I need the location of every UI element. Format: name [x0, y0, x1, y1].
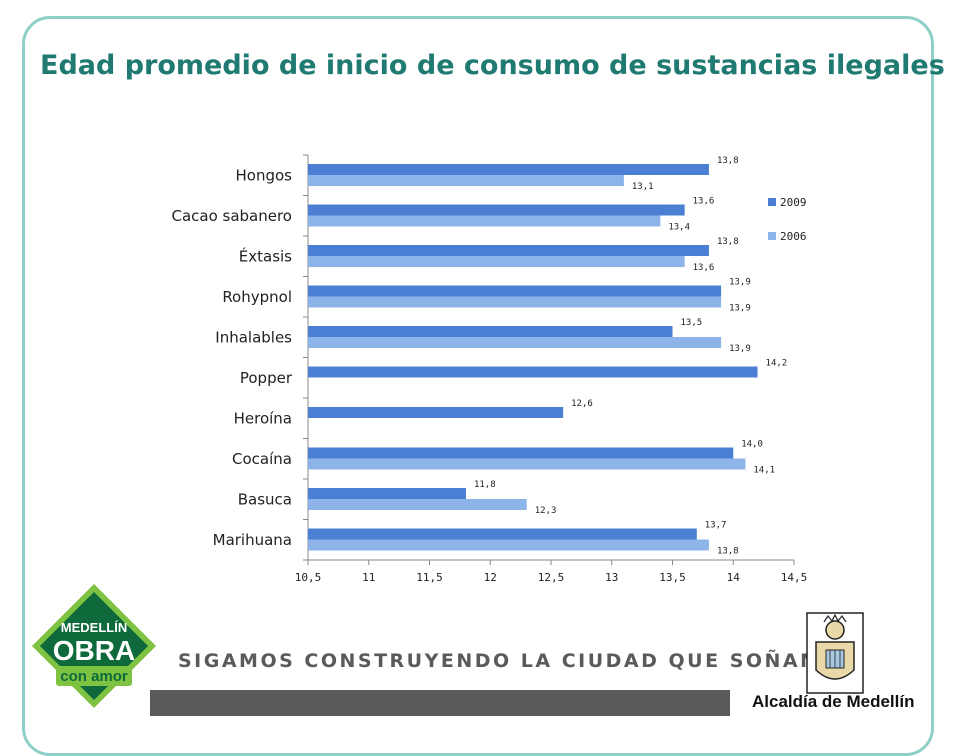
x-tick-label: 12 [484, 571, 497, 584]
legend-label-2009: 2009 [780, 196, 807, 209]
bar-2006 [308, 539, 709, 551]
logo-line2: OBRA [53, 635, 135, 666]
bar-2009 [308, 447, 734, 459]
x-tick-label: 11,5 [416, 571, 443, 584]
data-label-2009: 11,8 [474, 480, 496, 490]
page-title: Edad promedio de inicio de consumo de su… [40, 50, 945, 81]
bar-2009 [308, 285, 722, 297]
bar-2009 [308, 407, 564, 418]
bar-2006 [308, 296, 722, 308]
footer-bar [150, 690, 730, 716]
bar-2009 [308, 326, 673, 337]
x-tick-label: 10,5 [295, 571, 322, 584]
data-label-2009: 13,5 [681, 318, 703, 328]
x-tick-label: 13 [605, 571, 618, 584]
bar-2009 [308, 488, 466, 499]
data-label-2009: 13,6 [693, 197, 715, 207]
logo-line1: MEDELLÍN [61, 620, 127, 635]
data-label-2009: 12,6 [571, 399, 593, 409]
bar-2006 [308, 175, 624, 186]
data-label-2009: 13,9 [729, 278, 751, 288]
data-label-2009: 13,8 [717, 156, 739, 166]
category-label: Éxtasis [239, 246, 292, 265]
organization-name: Alcaldía de Medellín [752, 692, 915, 711]
x-tick-label: 13,5 [659, 571, 686, 584]
legend-swatch-2009 [768, 198, 776, 206]
category-label: Inhalables [215, 328, 292, 346]
category-label: Popper [240, 369, 293, 387]
x-tick-label: 14 [727, 571, 741, 584]
data-label-2009: 13,7 [705, 521, 727, 531]
logo-ribbon [56, 666, 132, 686]
x-tick-label: 14,5 [781, 571, 808, 584]
coat-of-arms-icon [806, 612, 864, 694]
bar-2009 [308, 528, 697, 540]
category-label: Cocaína [232, 450, 292, 468]
data-label-2006: 13,9 [729, 344, 751, 354]
x-tick-label: 11 [362, 571, 375, 584]
bar-2009 [308, 245, 709, 256]
bar-2006 [308, 256, 685, 267]
legend-label-2006: 2006 [780, 230, 807, 243]
x-tick-label: 12,5 [538, 571, 565, 584]
data-label-2006: 14,1 [753, 466, 775, 476]
medellin-logo: MEDELLÍN OBRA con amor [32, 584, 156, 708]
category-label: Cacao sabanero [171, 207, 292, 225]
bar-2009 [308, 164, 709, 175]
data-label-2006: 13,8 [717, 547, 739, 557]
category-label: Marihuana [213, 531, 292, 549]
category-label: Heroína [234, 409, 292, 427]
bar-2006 [308, 458, 746, 470]
category-label: Hongos [236, 166, 293, 184]
bar-chart: 10,5 11 11,5 12 12,5 13 13,5 14 14,5 Hongos 13,8 13… [171, 154, 808, 584]
data-label-2006: 13,6 [693, 263, 715, 273]
bar-2006 [308, 337, 722, 348]
data-label-2006: 12,3 [535, 506, 557, 516]
data-label-2009: 14,0 [741, 440, 763, 450]
bar-2009 [308, 366, 758, 378]
data-label-2006: 13,9 [729, 304, 751, 314]
data-label-2009: 13,8 [717, 237, 739, 247]
logo-line3: con amor [60, 668, 128, 685]
category-label: Basuca [238, 490, 292, 508]
bar-2006 [308, 499, 527, 510]
data-label-2009: 14,2 [766, 359, 788, 369]
data-label-2006: 13,1 [632, 182, 654, 192]
footer-tagline: SIGAMOS CONSTRUYENDO LA CIUDAD QUE SOÑAM… [178, 650, 857, 672]
category-label: Rohypnol [222, 288, 292, 306]
bar-2006 [308, 215, 661, 227]
bar-2009 [308, 204, 685, 216]
legend-swatch-2006 [768, 232, 776, 240]
data-label-2006: 13,4 [668, 223, 690, 233]
